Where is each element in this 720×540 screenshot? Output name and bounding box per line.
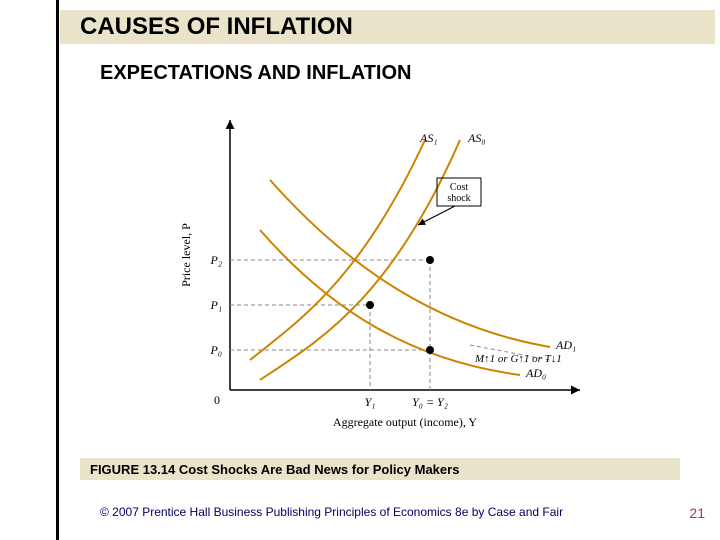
svg-text:Price level, P: Price level, P <box>179 223 193 287</box>
page-number: 21 <box>689 505 705 521</box>
svg-text:P₁: P₁ <box>209 298 222 312</box>
svg-text:AS₀: AS₀ <box>467 131 486 145</box>
svg-text:Cost: Cost <box>450 182 469 193</box>
svg-text:0: 0 <box>214 393 220 407</box>
figure-caption-band: FIGURE 13.14 Cost Shocks Are Bad News fo… <box>80 458 680 480</box>
section-subtitle: EXPECTATIONS AND INFLATION <box>100 62 411 85</box>
svg-text:AD₀: AD₀ <box>525 366 546 380</box>
svg-text:P₂: P₂ <box>209 253 222 267</box>
svg-text:Y₁: Y₁ <box>365 395 376 409</box>
figure-chart: 0 Price level, P Aggregate output (income)… <box>150 100 620 440</box>
svg-text:Aggregate output (income), Y: Aggregate output (income), Y <box>333 415 478 429</box>
chapter-label: CHAPTER 26: Aggregate Demand, Aggregate … <box>8 0 58 50</box>
svg-text:M↑1 or G↑1 or T↓1: M↑1 or G↑1 or T↓1 <box>474 353 562 365</box>
title-band: CAUSES OF INFLATION <box>60 10 715 44</box>
vertical-divider <box>56 0 59 540</box>
figure-caption: FIGURE 13.14 Cost Shocks Are Bad News fo… <box>90 462 459 477</box>
copyright-footer: © 2007 Prentice Hall Business Publishing… <box>100 505 563 519</box>
svg-text:shock: shock <box>447 193 470 204</box>
svg-text:Y₀ = Y₂: Y₀ = Y₂ <box>412 395 448 409</box>
svg-text:AD₁: AD₁ <box>555 338 576 352</box>
svg-text:AS₁: AS₁ <box>419 131 438 145</box>
svg-text:P₀: P₀ <box>209 343 222 357</box>
page-title: CAUSES OF INFLATION <box>80 13 353 41</box>
